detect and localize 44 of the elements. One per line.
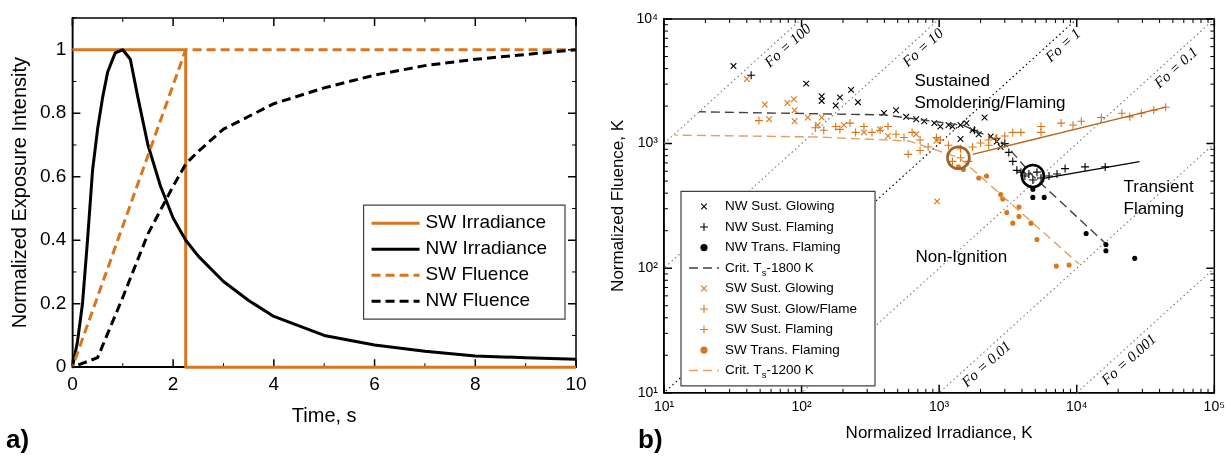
annotation: Fo = 0.01 [957, 337, 1014, 391]
x-tick-label: 10¹ [653, 398, 675, 415]
legend-label: SW Irradiance [425, 211, 546, 233]
x-axis-title: Normalized Irradiance, K [845, 423, 1034, 443]
x-tick-label: 6 [369, 372, 380, 394]
x-axis-title: Time, s [291, 403, 357, 426]
legend-label: NW Fluence [425, 289, 531, 311]
x-tick-label: 2 [167, 372, 179, 394]
annotation: Fo = 10 [898, 24, 947, 71]
y-axis-title: Normalized Fluence, K [607, 119, 627, 292]
x-tick-label: 10⁵ [1203, 398, 1226, 415]
x-tick-label: 10 [565, 372, 587, 394]
y-tick-label: 0.2 [39, 291, 67, 313]
annotation: Fo = 1 [1041, 25, 1084, 66]
legend-label: SW Sust. Glow/Flame [724, 300, 858, 316]
legend-label: NW Trans. Flaming [724, 239, 841, 255]
y-tick-label: 0 [55, 355, 67, 377]
annotation: Transient Flaming [1123, 176, 1195, 218]
x-tick-label: 10³ [929, 398, 950, 415]
y-tick-label: 10⁴ [636, 9, 658, 26]
legend-label: NW Irradiance [425, 237, 547, 259]
legend-label: SW Fluence [425, 263, 530, 285]
legend-label: SW Sust. Glowing [724, 280, 834, 296]
text: a) [6, 424, 30, 454]
legend-label: SW Sust. Flaming [724, 321, 834, 337]
y-tick-label: 0.8 [39, 101, 67, 123]
legend-label: NW Sust. Flaming [724, 218, 834, 234]
y-tick-label: 0.6 [39, 164, 67, 186]
annotation: Fo = 0.1 [1149, 43, 1201, 92]
y-tick-label: 10³ [637, 134, 659, 151]
legend-label: NW Sust. Glowing [724, 198, 835, 214]
annotation: Fo = 100 [760, 19, 815, 71]
legend-label: SW Trans. Flaming [724, 341, 840, 357]
x-tick-label: 4 [268, 372, 280, 394]
x-tick-label: 10² [791, 398, 813, 415]
y-tick-label: 10² [637, 259, 659, 276]
y-tick-label: 0.4 [39, 228, 67, 250]
y-axis-title: Normalized Exposure Intensity [7, 56, 30, 329]
y-tick-label: 1 [55, 37, 67, 59]
x-tick-label: 10⁴ [1065, 398, 1088, 415]
annotation: Non-Ignition [915, 246, 1008, 266]
x-tick-label: 8 [469, 372, 481, 394]
annotation: Sustained Smoldering/Flaming [914, 71, 1066, 113]
text: b) [638, 424, 663, 454]
